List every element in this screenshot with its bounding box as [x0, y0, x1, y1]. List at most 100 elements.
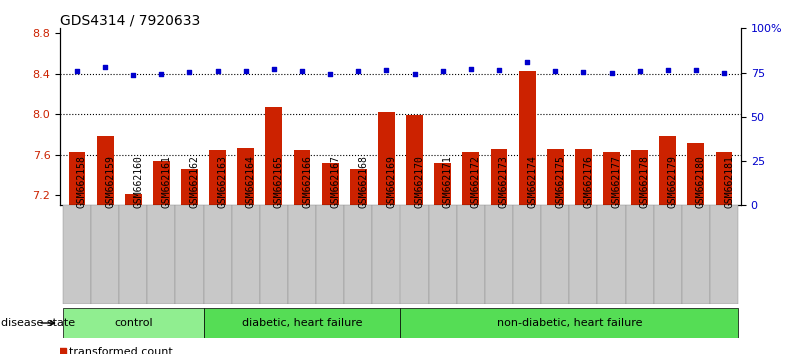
Text: non-diabetic, heart failure: non-diabetic, heart failure: [497, 318, 642, 328]
Text: GSM662179: GSM662179: [668, 155, 678, 208]
Bar: [513, 205, 541, 304]
Point: [324, 71, 336, 77]
Point: [127, 72, 139, 78]
Text: GSM662163: GSM662163: [218, 155, 227, 208]
Bar: [344, 205, 372, 304]
Bar: [682, 205, 710, 304]
Bar: [429, 205, 457, 304]
Point: [380, 67, 392, 73]
Text: GSM662158: GSM662158: [77, 155, 87, 208]
Bar: [547, 149, 564, 205]
Bar: [710, 205, 738, 304]
Bar: [626, 205, 654, 304]
Bar: [378, 112, 395, 205]
Text: GSM662175: GSM662175: [555, 155, 566, 208]
Text: diabetic, heart failure: diabetic, heart failure: [242, 318, 362, 328]
Point: [465, 66, 477, 72]
Text: transformed count: transformed count: [69, 347, 172, 354]
Bar: [316, 205, 344, 304]
Point: [662, 67, 674, 73]
Bar: [457, 205, 485, 304]
Bar: [631, 150, 648, 205]
Bar: [322, 163, 339, 205]
Bar: [203, 308, 400, 338]
Bar: [209, 150, 226, 205]
Point: [70, 68, 83, 74]
Point: [183, 69, 196, 75]
Bar: [400, 205, 429, 304]
Bar: [175, 205, 203, 304]
Text: control: control: [114, 318, 152, 328]
Bar: [570, 205, 598, 304]
Point: [409, 71, 421, 77]
Bar: [63, 308, 203, 338]
Text: GDS4314 / 7920633: GDS4314 / 7920633: [60, 13, 200, 27]
Point: [577, 69, 590, 75]
Bar: [97, 136, 114, 205]
Bar: [181, 169, 198, 205]
Point: [155, 71, 167, 77]
Bar: [231, 205, 260, 304]
Bar: [119, 205, 147, 304]
Text: GSM662176: GSM662176: [583, 155, 594, 208]
Bar: [69, 152, 86, 205]
Text: GSM662174: GSM662174: [527, 155, 537, 208]
Point: [239, 68, 252, 74]
Point: [437, 68, 449, 74]
Point: [521, 59, 533, 64]
Point: [211, 68, 224, 74]
Bar: [147, 205, 175, 304]
Text: GSM662178: GSM662178: [640, 155, 650, 208]
Bar: [288, 205, 316, 304]
Text: GSM662173: GSM662173: [499, 155, 509, 208]
Text: GSM662177: GSM662177: [611, 155, 622, 208]
Point: [268, 66, 280, 72]
Bar: [63, 205, 91, 304]
Bar: [598, 205, 626, 304]
Bar: [490, 149, 507, 205]
Point: [549, 68, 562, 74]
Text: GSM662165: GSM662165: [274, 155, 284, 208]
Text: disease state: disease state: [2, 318, 75, 328]
Bar: [654, 205, 682, 304]
Bar: [203, 205, 231, 304]
Bar: [125, 194, 142, 205]
Point: [634, 68, 646, 74]
Point: [718, 70, 731, 76]
Bar: [294, 150, 311, 205]
Text: GSM662159: GSM662159: [105, 155, 115, 208]
Point: [352, 68, 364, 74]
Text: GSM662172: GSM662172: [471, 155, 481, 208]
Text: GSM662162: GSM662162: [190, 155, 199, 208]
Bar: [659, 136, 676, 205]
Point: [493, 67, 505, 73]
Text: GSM662161: GSM662161: [161, 155, 171, 208]
Point: [99, 64, 111, 70]
Bar: [350, 169, 367, 205]
Bar: [462, 152, 479, 205]
Text: GSM662169: GSM662169: [386, 155, 396, 208]
Bar: [153, 161, 170, 205]
Bar: [91, 205, 119, 304]
Text: GSM662164: GSM662164: [246, 155, 256, 208]
Text: GSM662160: GSM662160: [133, 155, 143, 208]
Bar: [603, 152, 620, 205]
Text: GSM662166: GSM662166: [302, 155, 312, 208]
Bar: [687, 143, 704, 205]
Text: GSM662170: GSM662170: [415, 155, 425, 208]
Bar: [260, 205, 288, 304]
Text: GSM662168: GSM662168: [358, 155, 368, 208]
Text: GSM662180: GSM662180: [696, 155, 706, 208]
Bar: [237, 148, 254, 205]
Bar: [372, 205, 400, 304]
Bar: [519, 71, 536, 205]
Bar: [265, 107, 282, 205]
Bar: [406, 115, 423, 205]
Bar: [541, 205, 570, 304]
Text: GSM662171: GSM662171: [443, 155, 453, 208]
Bar: [485, 205, 513, 304]
Point: [605, 70, 618, 76]
Bar: [434, 163, 451, 205]
Bar: [575, 149, 592, 205]
Text: GSM662181: GSM662181: [724, 155, 734, 208]
